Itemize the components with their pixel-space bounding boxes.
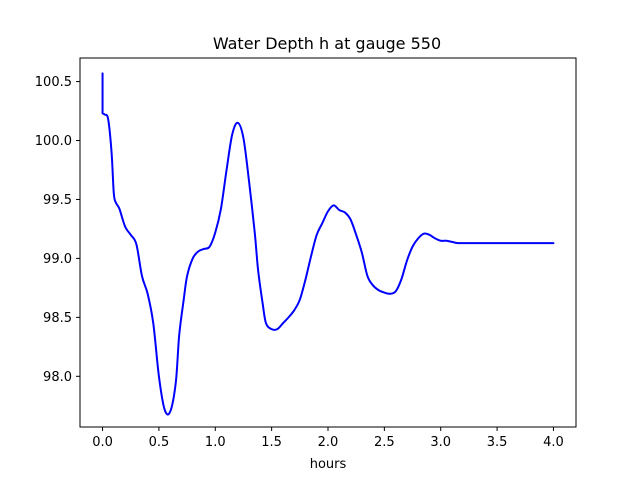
x-tick-label: 1.0 xyxy=(205,435,226,450)
water-depth-line xyxy=(101,72,555,416)
y-tick-label: 98.5 xyxy=(43,311,72,326)
x-tick-label: 4.0 xyxy=(543,435,564,450)
y-tick-label: 98.0 xyxy=(43,370,72,385)
x-tick-label: 0.5 xyxy=(149,435,170,450)
y-tick-label: 99.5 xyxy=(43,193,72,208)
plot-frame xyxy=(79,57,577,428)
x-tick-label: 0.0 xyxy=(92,435,113,450)
x-tick-label: 2.5 xyxy=(374,435,395,450)
y-axis-ticks: 98.0 98.5 99.0 99.5 100.0 100.5 xyxy=(35,75,80,385)
x-tick-label: 2.0 xyxy=(318,435,339,450)
x-axis-ticks: 0.0 0.5 1.0 1.5 2.0 2.5 3.0 3.5 4.0 xyxy=(92,427,564,450)
x-tick-label: 1.5 xyxy=(261,435,282,450)
y-tick-label: 100.5 xyxy=(35,75,72,90)
x-axis-title: hours xyxy=(310,457,347,472)
y-tick-label: 99.0 xyxy=(43,252,72,267)
x-tick-label: 3.0 xyxy=(430,435,451,450)
y-tick-label: 100.0 xyxy=(35,134,72,149)
x-tick-label: 3.5 xyxy=(487,435,508,450)
chart-title: Water Depth h at gauge 550 xyxy=(213,34,441,53)
